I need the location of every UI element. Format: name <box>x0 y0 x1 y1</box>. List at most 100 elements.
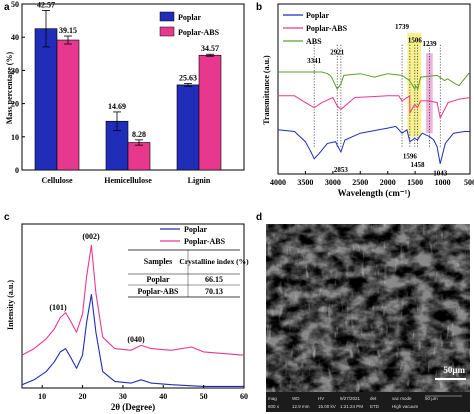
sem-footer-label: mag <box>268 396 277 401</box>
legend-label-poplar: Poplar <box>306 11 330 20</box>
sem-footer-value: 12.9 mm <box>292 404 310 409</box>
peak-label: 1239 <box>422 40 437 48</box>
x-tick-label: 2000 <box>380 178 396 187</box>
table-header-samples: Samples <box>144 257 172 266</box>
x-tick-label: Lignin <box>188 176 211 185</box>
bar <box>198 54 222 171</box>
x-tick-label: 1000 <box>435 178 451 187</box>
sem-image-panel: mag WD HV 9/27/2021 det vac mode 50 μm 600 x 12.… <box>266 224 470 412</box>
data-label: 14.69 <box>108 102 126 111</box>
plot-frame <box>277 3 471 175</box>
sem-footer-value: 15.00 kV <box>318 404 336 409</box>
panel-label-a: a <box>4 2 10 13</box>
legend-label-abs: ABS <box>306 37 322 46</box>
y-ticks: 0 10 20 30 40 50 <box>11 0 25 175</box>
ftir-panel: 3341 2921 2853 1739 1596 1506 1458 1239 1043 400… <box>262 3 474 198</box>
x-tick-labels: 4000 3500 3000 2500 2000 1500 1000 500 <box>270 171 474 187</box>
y-tick-label: 40 <box>11 33 19 42</box>
table-cell-poplar-abs: Poplar-ABS <box>137 287 179 296</box>
table-cell-poplar-ci: 66.15 <box>205 275 223 284</box>
legend-label-poplar: Poplar <box>178 13 202 22</box>
bar <box>176 84 200 171</box>
peak-label: 1596 <box>403 152 418 160</box>
bar <box>127 142 151 171</box>
panel-label-b: b <box>256 2 262 13</box>
table-cell-poplar-abs-ci: 70.13 <box>205 287 223 296</box>
peak-label: 1458 <box>410 161 425 169</box>
sem-footer-label: HV <box>318 396 324 401</box>
sem-footer-text: mag WD HV 9/27/2021 det vac mode 50 μm 600 x 12.… <box>268 395 462 409</box>
x-axis-label: Wavelength (cm⁻¹) <box>338 188 411 198</box>
sem-footer-label: 50 μm <box>425 396 438 401</box>
sem-footer-value: High vacuum <box>392 404 419 409</box>
sem-footer-label: WD <box>292 396 300 401</box>
x-tick-label: 20 <box>79 392 87 401</box>
legend-label-poplar-abs: Poplar-ABS <box>306 24 348 33</box>
peak-label-040: (040) <box>127 335 145 344</box>
x-tick-label: 1500 <box>407 178 423 187</box>
x-axis-label: 2θ (Degree) <box>111 402 155 412</box>
x-tick-label: 4000 <box>270 178 286 187</box>
data-labels: 42.57 39.15 14.69 8.28 25.63 34.57 <box>37 0 219 138</box>
data-label: 25.63 <box>179 74 197 83</box>
sem-footer-bar <box>266 392 470 412</box>
y-tick-label: 30 <box>11 66 19 75</box>
sem-footer-label: vac mode <box>392 396 412 401</box>
peak-label-101: (101) <box>49 303 67 312</box>
plot-frame <box>21 223 245 389</box>
y-tick-label: 20 <box>11 100 19 109</box>
data-label: 8.28 <box>132 130 146 139</box>
legend-label-poplar: Poplar <box>184 225 208 234</box>
peak-label: 2921 <box>330 49 345 57</box>
xrd-panel: 10 20 30 40 50 60 Intensity (a.u.) 2θ (Degree… <box>6 223 249 412</box>
scale-bar-label: 50μm <box>443 365 465 375</box>
y-tick-label: 50 <box>11 0 19 9</box>
sem-footer-label: det <box>370 396 377 401</box>
y-tick-label: 10 <box>11 133 19 142</box>
x-tick-label: 3000 <box>325 178 341 187</box>
data-label: 39.15 <box>59 26 77 35</box>
series-line <box>21 244 245 356</box>
x-tick-label: 30 <box>119 392 127 401</box>
table-header-crystalline: Crystalline index (%) <box>179 257 249 266</box>
legend-swatch-poplar-abs <box>159 26 175 37</box>
peak-guide-lines <box>313 44 441 147</box>
series-line <box>278 94 471 120</box>
data-label: 34.57 <box>201 44 219 53</box>
data-label: 42.57 <box>37 0 55 9</box>
bar <box>56 39 80 171</box>
x-tick-label: 3500 <box>297 178 313 187</box>
legend-swatch-poplar <box>159 11 175 22</box>
spectra <box>277 71 471 164</box>
y-tick-label: 0 <box>15 166 19 175</box>
scale-bar <box>435 378 466 380</box>
legend: Poplar Poplar-ABS <box>159 11 220 37</box>
legend-label-poplar-abs: Poplar-ABS <box>184 237 226 246</box>
y-axis-label: Mass percentage (%) <box>5 52 14 125</box>
table-cell-poplar: Poplar <box>146 275 170 284</box>
x-tick-labels: Cellulose Hemicellulose Lignin <box>41 176 210 185</box>
x-tick-label: 60 <box>240 392 248 401</box>
sem-footer-value: 600 x <box>268 404 280 409</box>
bars <box>34 10 222 171</box>
x-tick-label: 40 <box>159 392 167 401</box>
panel-label-d: d <box>256 212 262 223</box>
legend: Poplar Poplar-ABS ABS <box>283 11 348 46</box>
sem-footer-value: ETD <box>370 404 380 409</box>
sem-texture-light <box>266 224 470 392</box>
peak-label: 2853 <box>334 166 349 174</box>
y-axis-label: Intensity (a.u.) <box>6 280 15 330</box>
sem-footer-label: 9/27/2021 <box>340 396 361 401</box>
peak-label: 1506 <box>408 37 423 45</box>
series-line <box>278 71 471 91</box>
x-tick-label: 10 <box>38 392 46 401</box>
x-tick-label: Cellulose <box>41 176 73 185</box>
inset-table: Samples Crystalline index (%) Poplar 66.… <box>128 249 249 298</box>
peak-label: 1739 <box>395 23 410 31</box>
bar-chart-panel: Mass percentage (%) 0 10 20 30 40 50 42.57 39.… <box>5 0 245 185</box>
bar <box>34 28 58 171</box>
x-tick-label: 50 <box>200 392 208 401</box>
x-tick-label: 2500 <box>352 178 368 187</box>
peak-label: 1043 <box>433 169 448 177</box>
